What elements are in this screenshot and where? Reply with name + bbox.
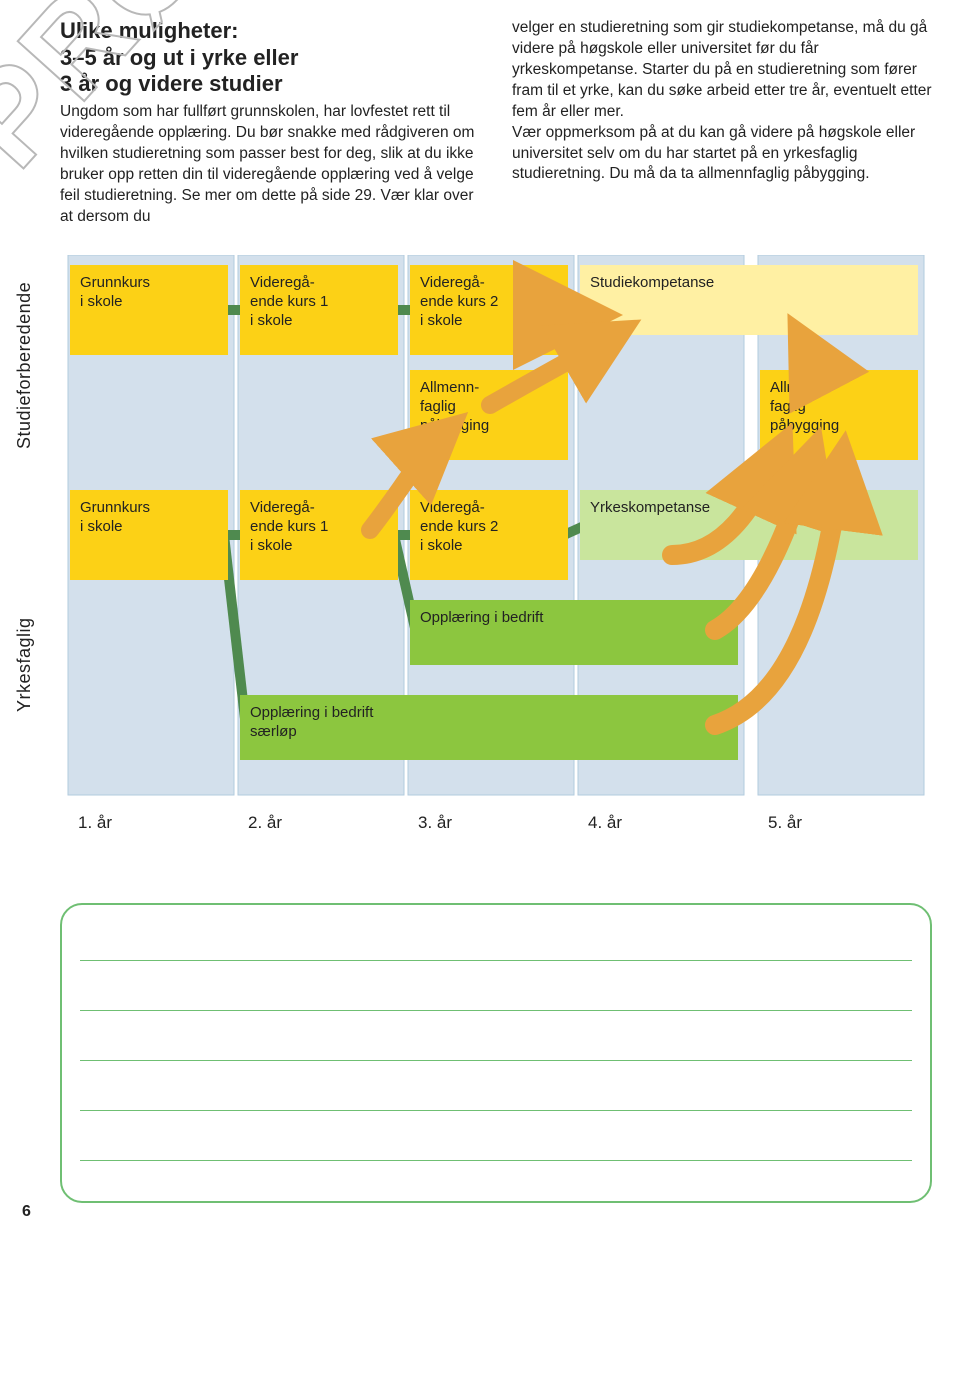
svg-text:Opplæring i bedrift: Opplæring i bedrift <box>420 609 544 626</box>
svg-text:Grunnkurs: Grunnkurs <box>80 274 150 291</box>
svg-text:Videregå-: Videregå- <box>420 274 485 291</box>
subheading: 3–5 år og ut i yrke eller 3 år og videre… <box>60 45 480 96</box>
svg-text:ende kurs 1: ende kurs 1 <box>250 293 328 310</box>
intro-right-text: velger en studieretning som gir studieko… <box>512 19 932 182</box>
svg-text:i skole: i skole <box>80 293 123 310</box>
svg-text:Videregå-: Videregå- <box>250 499 315 516</box>
diagram-container: Studieforberedende Yrkesfaglig Grunnkurs… <box>60 255 932 895</box>
svg-text:Studiekompetanse: Studiekompetanse <box>590 274 714 291</box>
heading: Ulike muligheter: <box>60 18 480 43</box>
svg-text:ende kurs 1: ende kurs 1 <box>250 518 328 535</box>
svg-text:i skole: i skole <box>250 537 293 554</box>
svg-text:Opplæring i bedrift: Opplæring i bedrift <box>250 704 374 721</box>
intro-right-col: velger en studieretning som gir studieko… <box>512 18 932 227</box>
svg-text:i skole: i skole <box>420 537 463 554</box>
svg-text:Allmenn-: Allmenn- <box>420 379 479 396</box>
svg-text:Grunnkurs: Grunnkurs <box>80 499 150 516</box>
side-label-studie: Studieforberedende <box>14 265 35 465</box>
svg-text:Videregå-: Videregå- <box>250 274 315 291</box>
diagram-svg: Grunnkurs i skole Videregå-ende kurs 1 i sk… <box>60 255 930 895</box>
intro-columns: Ulike muligheter: 3–5 år og ut i yrke el… <box>60 18 932 227</box>
side-label-yrkes: Yrkesfaglig <box>14 565 35 765</box>
svg-text:ende kurs 2: ende kurs 2 <box>420 518 498 535</box>
svg-text:Yrkeskompetanse: Yrkeskompetanse <box>590 499 710 516</box>
year-label: 4. år <box>588 813 622 833</box>
svg-text:ende kurs 2: ende kurs 2 <box>420 293 498 310</box>
svg-text:Videregå-: Videregå- <box>420 499 485 516</box>
page-number: 6 <box>22 1203 31 1221</box>
year-label: 2. år <box>248 813 282 833</box>
svg-text:faglig: faglig <box>420 398 456 415</box>
svg-text:i skole: i skole <box>250 312 293 329</box>
year-label: 3. år <box>418 813 452 833</box>
svg-text:faglig: faglig <box>770 398 806 415</box>
year-label: 1. år <box>78 813 112 833</box>
svg-text:i skole: i skole <box>80 518 123 535</box>
notes-box <box>60 903 932 1203</box>
intro-left-text: Ungdom som har fullført grunnskolen, har… <box>60 103 474 225</box>
svg-text:særløp: særløp <box>250 723 297 740</box>
svg-text:påbygging: påbygging <box>770 417 839 434</box>
svg-text:i skole: i skole <box>420 312 463 329</box>
year-label: 5. år <box>768 813 802 833</box>
intro-left-col: Ulike muligheter: 3–5 år og ut i yrke el… <box>60 18 480 227</box>
